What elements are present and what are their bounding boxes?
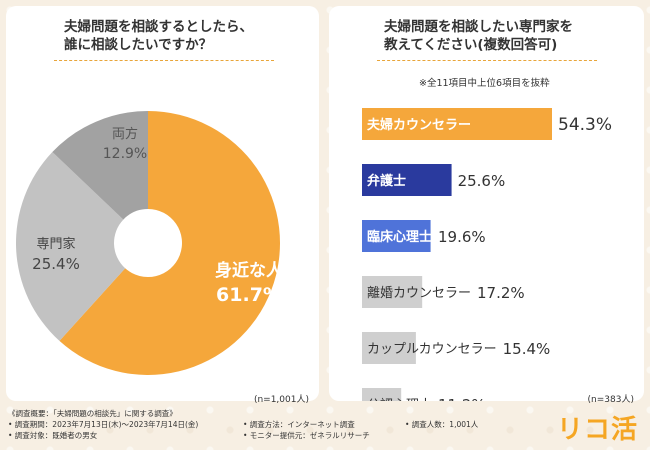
survey-provider: • モニター提供元：ゼネラルリサーチ [243,431,370,440]
survey-summary: 《調査概要：「夫婦問題の相談先」に関する調査》 • 調査期間：2023年7月13… [8,408,198,441]
pie-value-label-2: 25.4% [32,255,80,273]
pie-label-2: 専門家 [36,236,75,252]
pie-chart-title: 夫婦問題を相談するとしたら、 誰に相談したいですか？ [64,19,253,53]
bar-value-label-2: 25.6% [458,172,506,190]
bar-value-label-5: 15.4% [503,340,551,358]
title-divider [54,60,274,61]
bar-value-label-4: 17.2% [477,284,525,302]
survey-period: • 調査期間：2023年7月13日(木)～2023年7月14日(金) [8,420,199,429]
title-divider [377,60,597,61]
pie-label-3: 両方 [112,126,138,142]
pie-value-label-1: 61.7% [216,284,282,306]
survey-count: • 調査人数：1,001人 [405,420,479,429]
survey-summary-col2: • 調査方法：インターネット調査 • モニター提供元：ゼネラルリサーチ [243,419,370,441]
pie-sample-size: (n=1,001人) [253,395,309,405]
survey-heading: 《調査概要：「夫婦問題の相談先」に関する調査》 [8,409,177,418]
survey-summary-col3: • 調査人数：1,001人 [405,419,478,430]
pie-slice-2 [15,152,126,341]
bar-4 [362,276,423,308]
pie-chart: 身近な人 61.7% 専門家 25.4% 両方 12.9% [15,111,284,375]
pie-value-label-3: 12.9% [103,146,147,162]
bar-category-label-5: カップルカウンセラー [367,342,497,357]
bar-value-label-3: 19.6% [438,228,486,246]
pie-slice-3 [52,111,148,220]
bar-1 [362,108,552,140]
bar-3 [362,220,431,252]
pie-chart-panel: 夫婦問題を相談するとしたら、 誰に相談したいですか？ 身近な人 61.7% 専門家 2… [6,6,319,405]
bar-chart-title: 夫婦問題を相談したい専門家を 教えてください(複数回答可) [384,19,573,53]
bar-6 [362,388,402,401]
bar-2 [362,164,452,196]
bar-sample-size: (n=383人) [587,395,634,405]
brand-logo: リコ活 [556,415,638,445]
survey-target: • 調査対象：既婚者の男女 [8,431,98,440]
bar-category-label-4: 離婚カウンセラー [367,286,471,301]
bar-category-label-1: 夫婦カウンセラー [367,117,471,133]
bar-5 [362,332,416,364]
bar-chart: 夫婦カウンセラー 54.3% 弁護士 25.6% 臨床心理士 19.6% 離婚カウンセラー 1… [362,108,612,401]
bar-chart-note: ※全11項目中上位6項目を抜粋 [419,78,550,89]
bar-chart-panel: 夫婦問題を相談したい専門家を 教えてください(複数回答可) ※全11項目中上位6… [329,6,644,405]
survey-method: • 調査方法：インターネット調査 [243,420,355,429]
pie-label-1: 身近な人 [215,260,284,281]
bar-category-label-6: 公認心理士 [367,397,432,401]
bar-value-label-1: 54.3% [558,115,612,135]
bar-category-label-2: 弁護士 [367,173,406,189]
bar-value-label-6: 11.2% [438,396,486,401]
pie-slice-1 [59,111,280,375]
bar-category-label-3: 臨床心理士 [367,229,432,245]
